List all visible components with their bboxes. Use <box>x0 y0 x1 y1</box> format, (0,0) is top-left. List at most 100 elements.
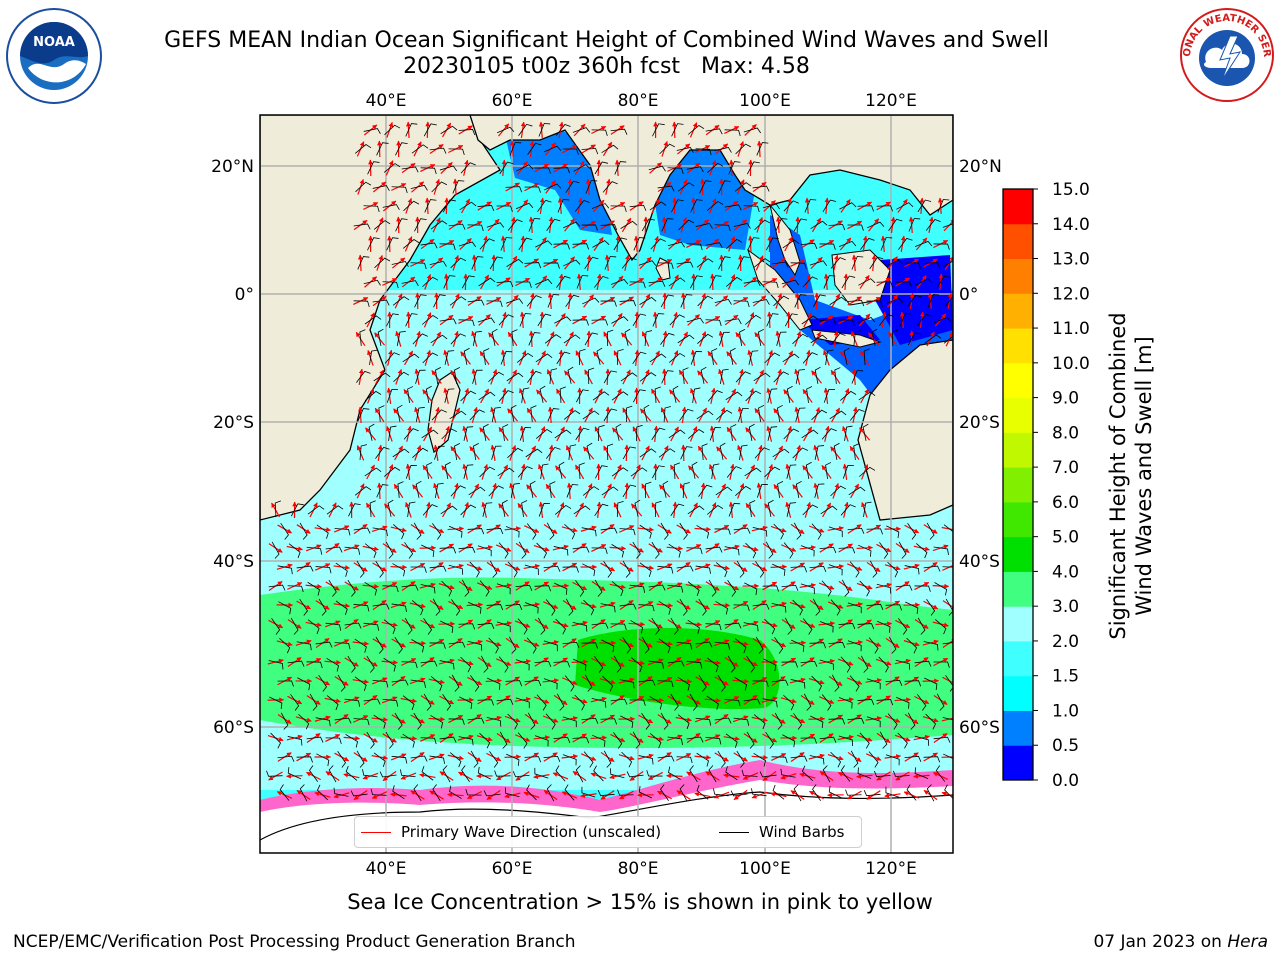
wind-barb <box>454 443 461 460</box>
wind-barb <box>558 461 565 479</box>
wind-barb <box>914 240 933 247</box>
wind-barb <box>907 332 921 346</box>
wind-barb <box>707 162 724 173</box>
wind-barb <box>695 222 713 229</box>
wind-barb <box>576 389 589 403</box>
wind-barb <box>933 316 952 324</box>
wind-barb <box>364 467 382 477</box>
wind-barb <box>582 297 600 305</box>
credit-host: Hera <box>1227 932 1268 952</box>
wind-barb <box>690 275 703 289</box>
wind-barb <box>859 466 876 477</box>
wind-barb <box>773 371 789 383</box>
wind-barb <box>386 388 398 403</box>
wind-barb <box>505 298 524 304</box>
wind-barb <box>833 442 840 460</box>
wind-barb <box>705 242 723 249</box>
colorbar-tick-label: 1.5 <box>1052 667 1079 687</box>
land-malay-peninsula <box>769 204 801 277</box>
wind-barb <box>908 218 921 232</box>
wind-barb <box>820 505 838 515</box>
wind-barb <box>838 319 855 326</box>
wind-barb <box>555 504 572 515</box>
legend-barb-line <box>719 832 749 833</box>
wind-barb <box>802 352 818 364</box>
wind-barb <box>915 278 933 286</box>
wind-barb <box>641 218 655 232</box>
wind-barb <box>668 352 686 363</box>
wind-barb <box>563 259 581 267</box>
wind-barb <box>620 220 638 229</box>
wind-barb <box>434 482 444 498</box>
wind-barb <box>711 348 718 365</box>
land-sumatra <box>747 248 813 331</box>
wind-barb <box>926 522 935 540</box>
wind-barb <box>611 544 625 558</box>
wind-barb <box>546 218 561 232</box>
wind-barb <box>858 391 876 401</box>
wind-barb <box>860 237 875 250</box>
wind-barb <box>611 391 629 401</box>
wind-barb <box>478 391 496 401</box>
wind-barb <box>869 560 878 578</box>
wind-barb <box>280 522 289 540</box>
sea-ice-footnote: Sea Ice Concentration > 15% is shown in … <box>347 890 933 914</box>
wind-barb <box>622 560 631 578</box>
wind-barb <box>841 275 856 289</box>
wind-barb <box>439 165 458 172</box>
wind-barb <box>516 352 534 363</box>
wind-barb <box>687 505 705 515</box>
wind-barb <box>359 329 366 347</box>
wind-barb <box>595 465 608 479</box>
wind-barb <box>460 390 477 402</box>
wind-barb <box>467 528 485 535</box>
wind-barb <box>396 330 406 346</box>
wind-barb <box>782 353 800 363</box>
wind-barb <box>594 161 609 175</box>
wind-barb <box>923 262 941 269</box>
wind-barb <box>486 300 503 308</box>
wind-barb <box>776 404 783 422</box>
wind-barb <box>461 275 475 289</box>
wind-barb <box>393 371 410 383</box>
colorbar-band <box>1003 467 1033 503</box>
wind-barb <box>775 218 788 232</box>
wind-barb <box>907 523 917 540</box>
wind-barb <box>924 334 942 344</box>
wind-barb <box>444 461 451 479</box>
run-time: 20230105 t00z 360h fcst <box>403 54 681 79</box>
wind-barb <box>786 385 793 403</box>
wind-barb <box>828 224 846 231</box>
wind-barb <box>460 504 477 516</box>
wind-barb <box>756 142 769 156</box>
wind-barb <box>728 161 741 175</box>
wind-barb <box>776 331 787 346</box>
wind-barb <box>611 467 629 477</box>
colorbar-band <box>1003 397 1033 433</box>
wind-barb <box>762 203 780 210</box>
wind-barb <box>547 408 560 422</box>
wind-barb <box>372 527 388 537</box>
wind-barb <box>458 319 475 327</box>
wind-barb <box>783 428 800 440</box>
wind-barb <box>391 261 409 267</box>
wind-barb <box>734 182 752 192</box>
wind-barb <box>392 296 410 306</box>
wind-barb <box>800 545 815 557</box>
wind-barb <box>448 564 464 575</box>
wind-barb <box>810 220 828 230</box>
wind-barb <box>802 276 818 288</box>
wind-barb <box>695 148 712 156</box>
wind-barb <box>942 566 953 568</box>
wind-barb <box>450 257 467 269</box>
wind-barb <box>376 142 389 156</box>
wind-barb <box>743 127 762 134</box>
wind-barb <box>600 224 618 231</box>
wind-barb <box>357 408 370 422</box>
wind-barb <box>277 565 293 575</box>
wind-barb <box>652 465 665 479</box>
wind-barb <box>767 499 774 517</box>
wind-barb <box>529 480 536 498</box>
colorbar-band <box>1003 536 1033 572</box>
wind-barb <box>415 406 425 422</box>
